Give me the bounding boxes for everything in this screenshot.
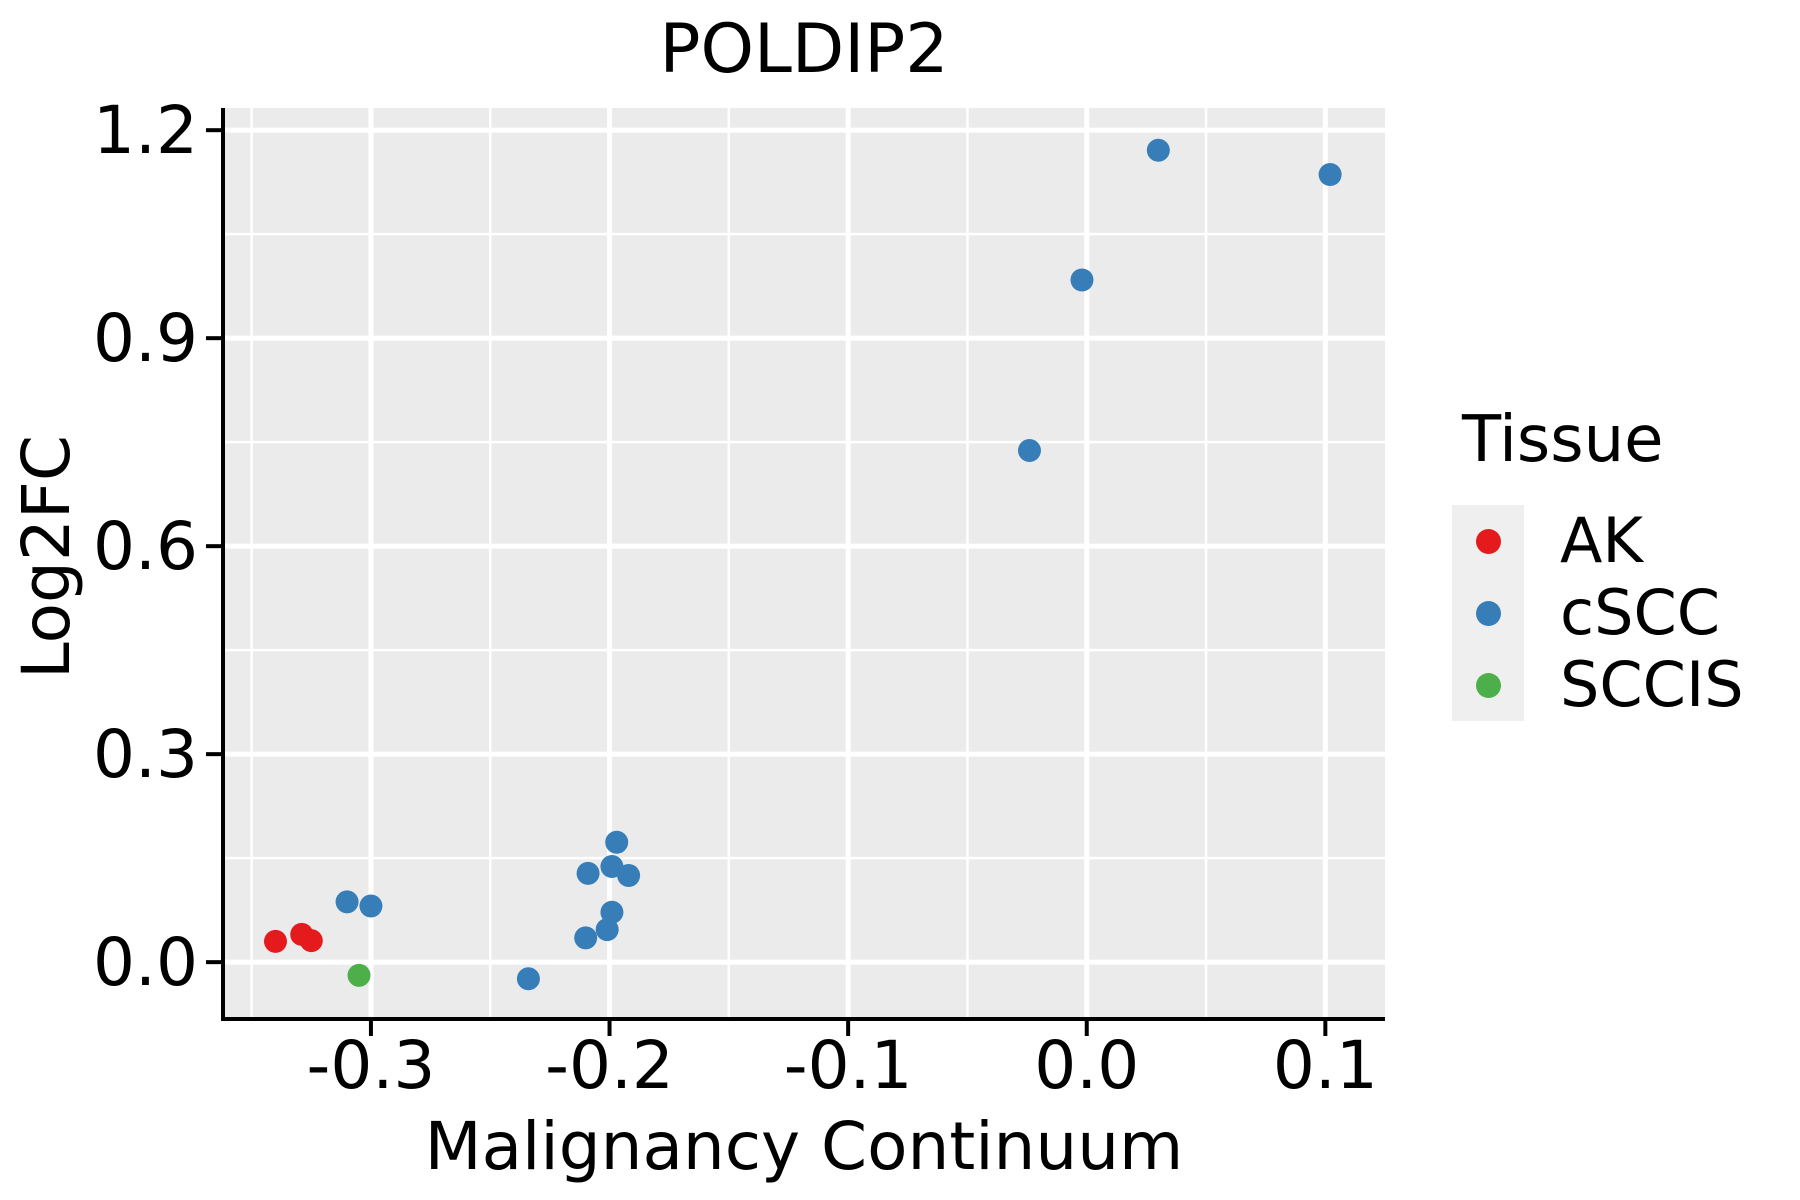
y-tick-label: 0.9 — [93, 300, 198, 377]
legend-key-cscc — [1452, 577, 1524, 649]
data-point-sccis — [347, 963, 371, 987]
data-point-cscc — [335, 890, 359, 914]
data-point-cscc — [359, 894, 383, 918]
data-point-cscc — [576, 861, 600, 885]
x-tick-label: -0.3 — [307, 1027, 436, 1104]
legend-key-ak — [1452, 505, 1524, 577]
plot-panel — [223, 108, 1385, 1019]
data-point-cscc — [516, 967, 540, 991]
data-point-cscc — [1070, 268, 1094, 292]
data-point-cscc — [617, 863, 641, 887]
x-tick-label: 0.1 — [1273, 1027, 1378, 1104]
legend-label-ak: AK — [1560, 504, 1644, 577]
legend-label-cscc: cSCC — [1560, 576, 1721, 649]
y-tick-label: 1.2 — [93, 92, 198, 169]
data-point-cscc — [605, 830, 629, 854]
legend-item-sccis: SCCIS — [1452, 649, 1744, 721]
data-point-cscc — [1146, 138, 1170, 162]
legend-items: AK cSCC SCCIS — [1452, 505, 1744, 721]
data-point-cscc — [595, 918, 619, 942]
legend-item-ak: AK — [1452, 505, 1744, 577]
data-point-cscc — [574, 926, 598, 950]
y-axis-title-text: Log2FC — [8, 435, 85, 679]
y-tick-label: 0.3 — [93, 716, 198, 793]
x-tick-label: -0.2 — [545, 1027, 674, 1104]
x-tick-label: -0.1 — [784, 1027, 913, 1104]
data-point-ak — [299, 929, 323, 953]
data-point-cscc — [600, 900, 624, 924]
y-tick-label: 0.0 — [93, 924, 198, 1001]
x-axis-title: Malignancy Continuum — [424, 1108, 1184, 1185]
data-point-cscc — [1318, 163, 1342, 187]
legend-key-sccis — [1452, 649, 1524, 721]
data-point-ak — [263, 929, 287, 953]
legend-item-cscc: cSCC — [1452, 577, 1744, 649]
plot-title: POLDIP2 — [659, 10, 949, 89]
legend-dot-cscc-icon — [1475, 600, 1501, 626]
legend-dot-ak-icon — [1475, 528, 1501, 554]
data-point-cscc — [1017, 438, 1041, 462]
legend-label-sccis: SCCIS — [1560, 648, 1744, 721]
legend: Tissue AK cSCC SCCIS — [1452, 408, 1744, 721]
x-tick-label: 0.0 — [1034, 1027, 1139, 1104]
legend-title: Tissue — [1462, 403, 1664, 477]
y-tick-label: 0.6 — [93, 508, 198, 585]
legend-dot-sccis-icon — [1475, 672, 1501, 698]
